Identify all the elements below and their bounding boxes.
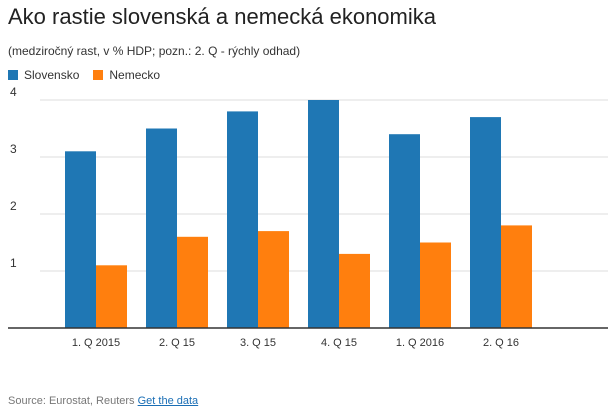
legend-item-nemecko: Nemecko (93, 68, 160, 82)
bar-slovensko-3 (308, 100, 339, 328)
y-tick-label-2: 2 (10, 199, 17, 213)
bar-nemecko-4 (420, 242, 451, 328)
x-tick-label-3: 4. Q 15 (321, 337, 357, 349)
x-tick-label-2: 3. Q 15 (240, 337, 276, 349)
legend: Slovensko Nemecko (8, 68, 160, 82)
legend-item-slovensko: Slovensko (8, 68, 79, 82)
bar-slovensko-4 (389, 134, 420, 328)
x-tick-label-1: 2. Q 15 (159, 337, 195, 349)
y-tick-label-4: 4 (10, 85, 17, 99)
bar-slovensko-2 (227, 111, 258, 329)
x-tick-label-0: 1. Q 2015 (72, 337, 120, 349)
bar-nemecko-1 (177, 236, 208, 328)
source-note: Source: Eurostat, Reuters Get the data (8, 395, 198, 407)
x-tick-label-5: 2. Q 16 (483, 337, 519, 349)
bar-nemecko-2 (258, 231, 289, 328)
bar-slovensko-0 (65, 151, 96, 328)
get-data-link[interactable]: Get the data (137, 395, 199, 407)
legend-swatch-nemecko (93, 70, 104, 80)
chart-title: Ako rastie slovenská a nemecká ekonomika (8, 4, 436, 29)
bar-nemecko-0 (96, 265, 127, 328)
x-tick-label-4: 1. Q 2016 (396, 337, 444, 349)
y-tick-label-1: 1 (10, 256, 17, 270)
y-tick-label-3: 3 (10, 142, 17, 156)
bar-nemecko-5 (501, 225, 532, 328)
legend-label-nemecko: Nemecko (109, 68, 161, 82)
source-text: Source: Eurostat, Reuters (8, 395, 135, 407)
bar-slovensko-1 (146, 128, 177, 328)
legend-label-slovensko: Slovensko (24, 68, 80, 82)
bar-slovensko-5 (470, 117, 501, 328)
chart-subtitle: (medziročný rast, v % HDP; pozn.: 2. Q -… (8, 44, 301, 58)
legend-swatch-slovensko (8, 70, 18, 80)
bar-chart: 1 2 3 4 1. Q 2015 2. Q 15 3. Q 15 4. Q 15 1. Q 2… (8, 85, 608, 349)
bar-nemecko-3 (339, 253, 370, 328)
